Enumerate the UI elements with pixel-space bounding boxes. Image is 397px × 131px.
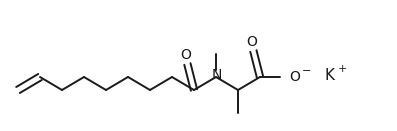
Text: N: N (212, 68, 222, 82)
Text: +: + (338, 64, 348, 74)
Text: −: − (302, 66, 312, 76)
Text: O: O (289, 70, 300, 84)
Text: O: O (180, 48, 191, 62)
Text: O: O (246, 35, 257, 49)
Text: K: K (324, 69, 334, 83)
